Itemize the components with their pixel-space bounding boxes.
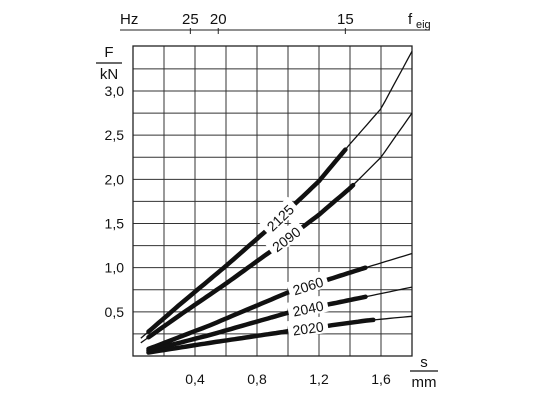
curve-thick-2125 <box>146 147 348 334</box>
top-axis-unit-hz: Hz <box>120 11 138 28</box>
y-tick-label: 0,5 <box>105 304 125 320</box>
x-tick-label: 0,4 <box>185 371 205 387</box>
curve-thick-2020 <box>146 317 376 355</box>
curve-label-background <box>286 294 330 320</box>
curve-label-background <box>286 315 329 339</box>
y-axis-unit-top: F <box>104 44 113 61</box>
curve-label-background <box>286 270 330 299</box>
curve-label-background <box>258 196 300 237</box>
curve-label-2060: 2060 <box>291 274 326 299</box>
curve-thick-2040 <box>146 294 368 353</box>
y-tick-label: 1,0 <box>105 260 125 276</box>
x-tick-label: 1,2 <box>309 371 329 387</box>
curve-label-group: 2040 <box>286 294 330 320</box>
curve-thick-2060 <box>146 265 368 352</box>
curve-label-2040: 2040 <box>291 298 325 320</box>
y-tick-label: 2,0 <box>105 171 125 187</box>
top-axis-unit-sub: eig <box>416 19 431 31</box>
x-tick-label: 0,8 <box>247 371 267 387</box>
y-tick-label: 2,5 <box>105 127 125 143</box>
y-axis-ticks: 0,5 1,0 1,5 2,0 2,5 3,0 <box>105 83 125 320</box>
curve-label-background <box>264 219 307 258</box>
top-axis-unit-f: f <box>408 11 413 28</box>
curve-label-group: 2060 <box>286 270 330 299</box>
curve-thick-2090 <box>146 182 356 340</box>
curve-label-group: 2020 <box>286 315 329 339</box>
x-tick-label: 1,6 <box>371 371 391 387</box>
x-axis-unit-bottom: mm <box>412 374 437 391</box>
y-tick-label: 1,5 <box>105 216 125 232</box>
y-tick-label: 3,0 <box>105 83 125 99</box>
top-tick-label: 20 <box>210 11 227 28</box>
curve-label-2020: 2020 <box>292 318 325 338</box>
plot-frame <box>132 45 413 357</box>
x-axis-unit-top: s <box>420 354 428 371</box>
top-tick-label: 25 <box>182 11 199 28</box>
top-tick-label: 15 <box>337 11 354 28</box>
x-axis-ticks: 0,4 0,8 1,2 1,6 <box>185 371 391 387</box>
top-axis-ticks: 25 20 15 <box>120 11 430 34</box>
y-axis-unit-bottom: kN <box>100 66 118 83</box>
